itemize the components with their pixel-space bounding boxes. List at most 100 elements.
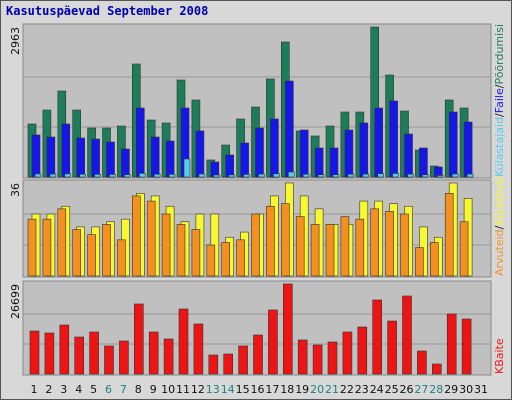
- bar: [295, 216, 305, 277]
- bar: [374, 107, 384, 178]
- x-tick-label: 30: [459, 383, 473, 396]
- bar: [165, 140, 175, 178]
- x-tick-label: 12: [191, 383, 205, 396]
- bar: [355, 218, 365, 277]
- y-tick-label: 26699: [9, 284, 22, 319]
- bar: [407, 173, 414, 178]
- bar: [370, 208, 380, 277]
- bar: [163, 338, 174, 375]
- bar: [106, 141, 115, 178]
- bar: [76, 137, 85, 178]
- x-tick-label: 29: [444, 383, 458, 396]
- x-tick-label: 5: [90, 383, 97, 396]
- bar: [404, 133, 413, 178]
- x-tick-label: 8: [135, 383, 142, 396]
- bar: [104, 345, 114, 375]
- bar: [436, 175, 444, 178]
- legend: Arvuteid/Külastusi: [493, 176, 506, 276]
- bar: [46, 136, 56, 178]
- legend-entry: Külastusi: [493, 176, 506, 225]
- bar: [389, 100, 398, 178]
- bar: [178, 308, 189, 375]
- bar: [415, 247, 424, 277]
- bar: [195, 130, 205, 178]
- bar: [117, 239, 126, 277]
- bar: [444, 193, 454, 277]
- bar: [362, 173, 370, 178]
- x-tick-label: 4: [75, 383, 82, 396]
- legend: Külastajaid/Faile/Pöördumisi: [493, 24, 506, 177]
- bar: [429, 242, 439, 277]
- bar: [109, 174, 116, 178]
- bar: [451, 173, 459, 178]
- bar: [329, 147, 339, 178]
- bar: [87, 234, 96, 277]
- x-tick-label: 24: [370, 383, 384, 396]
- bar: [284, 80, 294, 178]
- bar: [377, 173, 385, 178]
- bar: [29, 330, 40, 375]
- bar: [302, 173, 310, 178]
- bar: [183, 158, 191, 178]
- bar: [255, 127, 264, 178]
- bar: [64, 173, 72, 178]
- bar: [357, 326, 368, 375]
- bar: [282, 283, 293, 375]
- bar: [27, 218, 37, 277]
- bar: [102, 224, 111, 277]
- bar: [206, 244, 216, 277]
- chart-title: Kasutuspäevad September 2008: [6, 4, 208, 18]
- x-tick-label: 17: [265, 383, 279, 396]
- legend-entry: Faile: [493, 88, 506, 113]
- bar: [238, 345, 248, 375]
- bar: [327, 341, 338, 375]
- bar: [385, 211, 394, 277]
- bar: [191, 229, 201, 277]
- bar: [139, 173, 146, 178]
- bar: [340, 216, 350, 277]
- bar: [176, 224, 186, 277]
- x-tick-label: 27: [414, 383, 428, 396]
- x-tick-label: 26: [400, 383, 414, 396]
- x-tick-label: 3: [60, 383, 67, 396]
- x-tick-label: 13: [206, 383, 220, 396]
- bar: [280, 203, 290, 277]
- bar: [325, 224, 335, 277]
- legend-entry: KBaite: [493, 338, 506, 374]
- bar: [72, 229, 81, 277]
- bar: [347, 173, 355, 178]
- bar: [359, 122, 369, 178]
- bar: [461, 318, 472, 375]
- bar: [44, 332, 55, 375]
- bar: [148, 331, 159, 375]
- bar: [251, 213, 260, 277]
- y-tick-label: 2963: [9, 27, 22, 55]
- bar: [258, 173, 265, 178]
- bar: [153, 173, 161, 178]
- bar: [119, 340, 129, 375]
- bar: [312, 344, 323, 375]
- bar: [59, 324, 70, 375]
- bar: [150, 136, 160, 178]
- x-tick-label: 15: [236, 383, 250, 396]
- x-tick-label: 19: [295, 383, 309, 396]
- bar: [42, 218, 52, 277]
- bar: [332, 174, 340, 178]
- bar: [193, 323, 204, 375]
- bar: [240, 142, 249, 178]
- bar: [49, 173, 57, 178]
- bar: [236, 239, 245, 277]
- bar: [422, 174, 429, 178]
- bar: [372, 299, 383, 375]
- bar: [342, 331, 353, 375]
- bar: [223, 353, 233, 375]
- bar: [243, 174, 250, 178]
- x-tick-label: 11: [176, 383, 190, 396]
- x-tick-label: 1: [31, 383, 38, 396]
- bar: [463, 121, 473, 178]
- bar: [146, 200, 156, 277]
- bar: [91, 138, 100, 178]
- bar: [208, 354, 219, 375]
- bar: [270, 118, 279, 178]
